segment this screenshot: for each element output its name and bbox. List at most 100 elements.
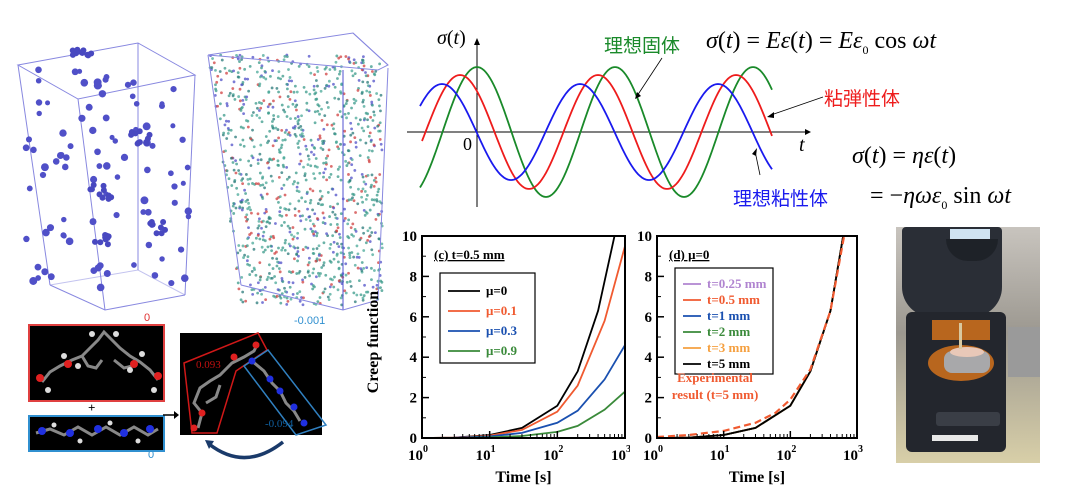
molecule-dot bbox=[285, 296, 289, 300]
molecule-dot bbox=[278, 95, 282, 99]
molecule-dot bbox=[219, 78, 223, 82]
molecule-dot bbox=[329, 243, 333, 246]
molecule-dot bbox=[362, 249, 366, 252]
molecule-dot bbox=[246, 125, 250, 129]
molecule-dot bbox=[350, 106, 353, 110]
molecule-dot bbox=[348, 253, 352, 257]
particle-dot bbox=[59, 129, 67, 137]
molecule-dot bbox=[288, 97, 292, 101]
molecule-dot bbox=[287, 208, 291, 212]
wave-x-axis-label: t bbox=[799, 134, 805, 156]
molecule-dot bbox=[215, 80, 219, 84]
molecule-dot bbox=[279, 206, 282, 209]
molecule-dot bbox=[218, 117, 222, 121]
molecule-dot bbox=[312, 172, 316, 175]
particle-dot bbox=[94, 148, 101, 156]
molecule-dot bbox=[348, 256, 352, 260]
molecule-dot bbox=[337, 147, 341, 151]
particle-dot bbox=[60, 232, 67, 239]
molecule-dot bbox=[214, 87, 217, 91]
molecule-dot bbox=[286, 95, 290, 98]
molecule-dot bbox=[257, 61, 261, 65]
molecule-dot bbox=[243, 188, 247, 192]
molecule-dot bbox=[244, 173, 248, 176]
molecule-dot bbox=[283, 207, 287, 211]
molecule-dot bbox=[374, 69, 378, 73]
molecule-dot bbox=[366, 125, 370, 129]
particle-dot bbox=[41, 268, 49, 276]
molecule-dot bbox=[276, 163, 280, 167]
molecule-dot bbox=[295, 108, 298, 112]
particle-dot bbox=[71, 68, 79, 76]
molecule-dot bbox=[275, 257, 279, 261]
particle-dot bbox=[93, 78, 102, 87]
molecule-dot bbox=[372, 143, 376, 147]
particle-dot bbox=[59, 152, 65, 158]
molecule-dot bbox=[323, 287, 327, 291]
molecule-dot bbox=[316, 138, 320, 141]
molecule-dot bbox=[316, 202, 320, 205]
molecule-dot bbox=[352, 199, 356, 203]
molecule-dot bbox=[316, 109, 320, 113]
molecule-dot bbox=[345, 99, 349, 103]
molecule-dot bbox=[236, 71, 240, 75]
viscoelastic-label: 粘弾性体 bbox=[824, 88, 901, 110]
particle-dot bbox=[69, 51, 76, 58]
molecule-dot bbox=[370, 278, 373, 281]
legend-box bbox=[674, 267, 774, 375]
molecule-dot bbox=[351, 222, 355, 226]
molecule-dot bbox=[254, 273, 258, 277]
molecule-dot bbox=[261, 238, 265, 242]
molecule-dot bbox=[332, 206, 336, 210]
molecule-dot bbox=[318, 258, 322, 262]
particle-dot bbox=[124, 81, 132, 88]
molecule-dot bbox=[298, 290, 302, 294]
molecule-dot bbox=[365, 266, 369, 270]
molecule-dot bbox=[342, 255, 346, 259]
particle-dot bbox=[22, 144, 30, 152]
molecule-dot bbox=[343, 112, 347, 116]
molecule-dot bbox=[288, 202, 292, 206]
molecule-dot bbox=[372, 79, 376, 83]
molecule-dot bbox=[368, 131, 372, 135]
molecule-dot bbox=[280, 187, 284, 190]
molecule-dot bbox=[313, 110, 317, 114]
molecule-dot bbox=[350, 158, 354, 162]
molecule-dot bbox=[362, 231, 366, 235]
molecule-dot bbox=[276, 159, 280, 163]
molecule-dot bbox=[285, 128, 288, 132]
molecule-dot bbox=[268, 221, 272, 225]
legend-label: μ=0.3 bbox=[486, 323, 518, 338]
molecule-dot bbox=[357, 256, 361, 259]
particle-dot bbox=[103, 162, 111, 170]
molecule-dot bbox=[238, 66, 242, 70]
molecule-dot bbox=[241, 138, 245, 142]
molecule-dot bbox=[314, 230, 317, 234]
molecule-dot bbox=[372, 110, 376, 114]
molecule-dot bbox=[258, 171, 262, 175]
reaction-arrow-icon bbox=[163, 411, 179, 419]
molecule-dot bbox=[307, 54, 311, 58]
molecule-dot bbox=[296, 250, 300, 253]
molecule-dot bbox=[306, 263, 310, 267]
molecule-dot bbox=[223, 123, 227, 127]
molecule-dot bbox=[347, 246, 350, 250]
molecule-dot bbox=[377, 98, 381, 102]
molecule-dot bbox=[311, 189, 315, 193]
molecule-dot bbox=[362, 129, 366, 133]
molecule-dot bbox=[304, 245, 308, 249]
particle-dot bbox=[104, 241, 111, 248]
molecule-dot bbox=[334, 193, 338, 197]
molecule-dot bbox=[273, 275, 276, 278]
molecule-dot bbox=[250, 288, 254, 292]
particle-dot bbox=[113, 211, 120, 219]
molecule-dot bbox=[379, 286, 382, 290]
molecule-dot bbox=[315, 247, 319, 250]
molecule-panel: 0 + 0 -0.001 bbox=[0, 312, 360, 495]
molecule-dot bbox=[295, 252, 299, 256]
molecule-dot bbox=[348, 178, 352, 182]
molecule-dot bbox=[242, 126, 245, 130]
ideal-solid-label: 理想固体 bbox=[604, 35, 681, 57]
molecule-dot bbox=[317, 271, 320, 275]
molecule-dot bbox=[310, 150, 313, 154]
